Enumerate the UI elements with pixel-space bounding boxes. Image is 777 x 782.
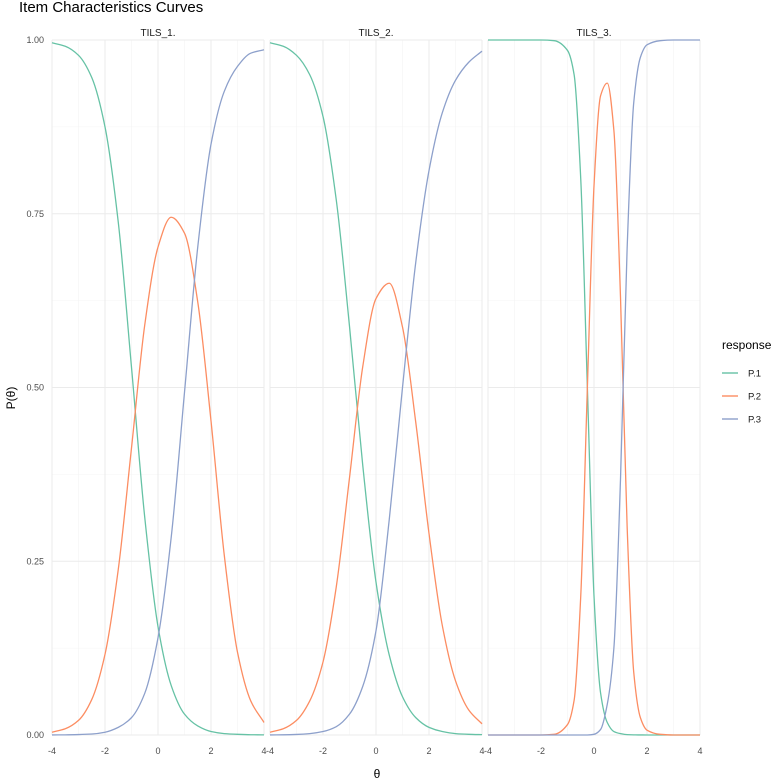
x-axis-title: θ [374,767,381,781]
y-tick-label: 0.00 [26,730,44,740]
legend-title: response [722,338,772,352]
facet-strip-label: TILS_3. [576,28,611,39]
x-tick-label: -4 [484,746,492,756]
chart-title: Item Characteristics Curves [19,0,203,16]
legend-label-p3: P.3 [748,415,761,426]
x-tick-label: 2 [644,746,649,756]
series-line-p1 [487,39,700,736]
x-tick-label: 4 [479,746,484,756]
x-tick-label: 4 [261,746,266,756]
series-line-p2 [269,282,483,733]
x-tick-label: 0 [591,746,596,756]
y-tick-label: 0.25 [26,556,44,566]
facet-panel-1: TILS_1. -4 -2 0 2 4 0.00 0.25 0.50 0.75 1.00 [26,28,266,756]
x-tick-label: 0 [373,746,378,756]
x-tick-label: -4 [48,746,56,756]
series-line-p3 [51,49,265,736]
series-line-p2 [488,82,700,736]
facet-panel-3: TILS_3. -4 -2 0 2 4 [484,28,703,756]
legend: response P.1 P.2 P.3 [722,338,772,426]
x-tick-label: -2 [537,746,545,756]
x-tick-label: -2 [101,746,109,756]
x-tick-label: 2 [208,746,213,756]
y-tick-label: 0.50 [26,383,44,393]
x-tick-label: -4 [266,746,274,756]
x-tick-label: -2 [319,746,327,756]
facet-panels: TILS_1. -4 -2 0 2 4 0.00 0.25 0.50 0.75 1.00 TILS_2… [26,28,702,756]
y-tick-label: 1.00 [26,35,44,45]
x-tick-label: 0 [155,746,160,756]
legend-label-p2: P.2 [748,392,761,403]
series-line-p1 [269,42,483,736]
y-tick-label: 0.75 [26,209,44,219]
y-axis-title: P(θ) [4,387,18,410]
series-line-p3 [269,50,483,736]
x-tick-label: 2 [426,746,431,756]
facet-strip-label: TILS_1. [140,28,175,39]
legend-label-p1: P.1 [748,369,761,380]
facet-panel-2: TILS_2. -4 -2 0 2 4 [266,28,485,756]
x-tick-label: 4 [697,746,702,756]
series-line-p1 [51,42,265,736]
series-line-p2 [51,216,265,733]
series-line-p3 [488,39,700,736]
facet-strip-label: TILS_2. [358,28,393,39]
